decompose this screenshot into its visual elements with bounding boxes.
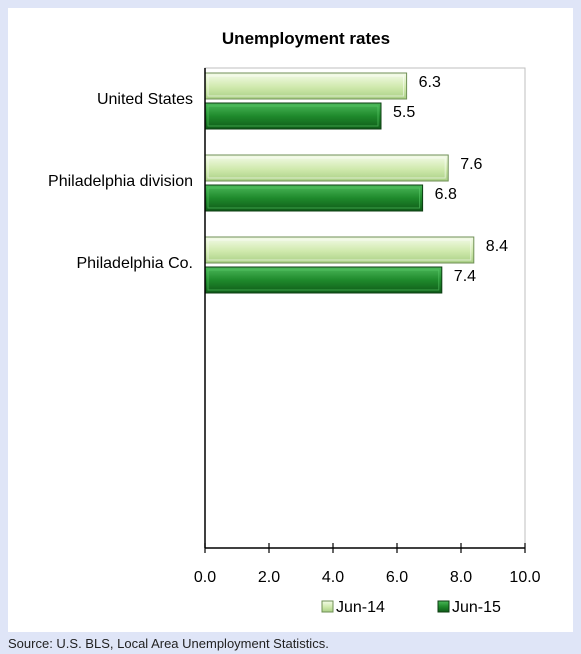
data-label: 6.8: [435, 186, 457, 203]
bar-bevel: [207, 269, 440, 291]
x-tick-label: 4.0: [322, 569, 344, 586]
legend-label: Jun-15: [452, 599, 501, 616]
bar-bevel: [207, 75, 405, 97]
bar-bevel: [207, 105, 379, 127]
plot-area: 6.35.5 United States 7.66.8 Philadelphia di…: [48, 67, 541, 616]
category-label: Philadelphia Co.: [76, 255, 193, 272]
bar-jun14: [204, 236, 475, 264]
source-note: Source: U.S. BLS, Local Area Unemploymen…: [8, 636, 329, 651]
x-tick-label: 2.0: [258, 569, 280, 586]
data-label: 5.5: [393, 104, 415, 121]
bar-bevel: [207, 239, 472, 261]
bar-jun15: [204, 266, 443, 294]
x-tick-label: 0.0: [194, 569, 216, 586]
data-label: 7.4: [454, 268, 476, 285]
chart-title: Unemployment rates: [222, 29, 390, 48]
data-label: 7.6: [460, 156, 482, 173]
bar-bevel: [207, 157, 446, 179]
legend-swatch: [321, 600, 334, 613]
bar-jun15: [204, 102, 382, 130]
x-tick-label: 6.0: [386, 569, 408, 586]
category-label: United States: [97, 91, 193, 108]
data-label: 8.4: [486, 238, 508, 255]
data-label: 6.3: [419, 74, 441, 91]
x-tick-label: 10.0: [509, 569, 540, 586]
bar-bevel: [207, 187, 421, 209]
category-label: Philadelphia division: [48, 173, 193, 190]
legend-swatch: [437, 600, 450, 613]
bar-jun14: [204, 72, 408, 100]
x-tick-label: 8.0: [450, 569, 472, 586]
legend-label: Jun-14: [336, 599, 385, 616]
bar-jun15: [204, 184, 424, 212]
bar-jun14: [204, 154, 449, 182]
plot-border: [204, 67, 526, 549]
